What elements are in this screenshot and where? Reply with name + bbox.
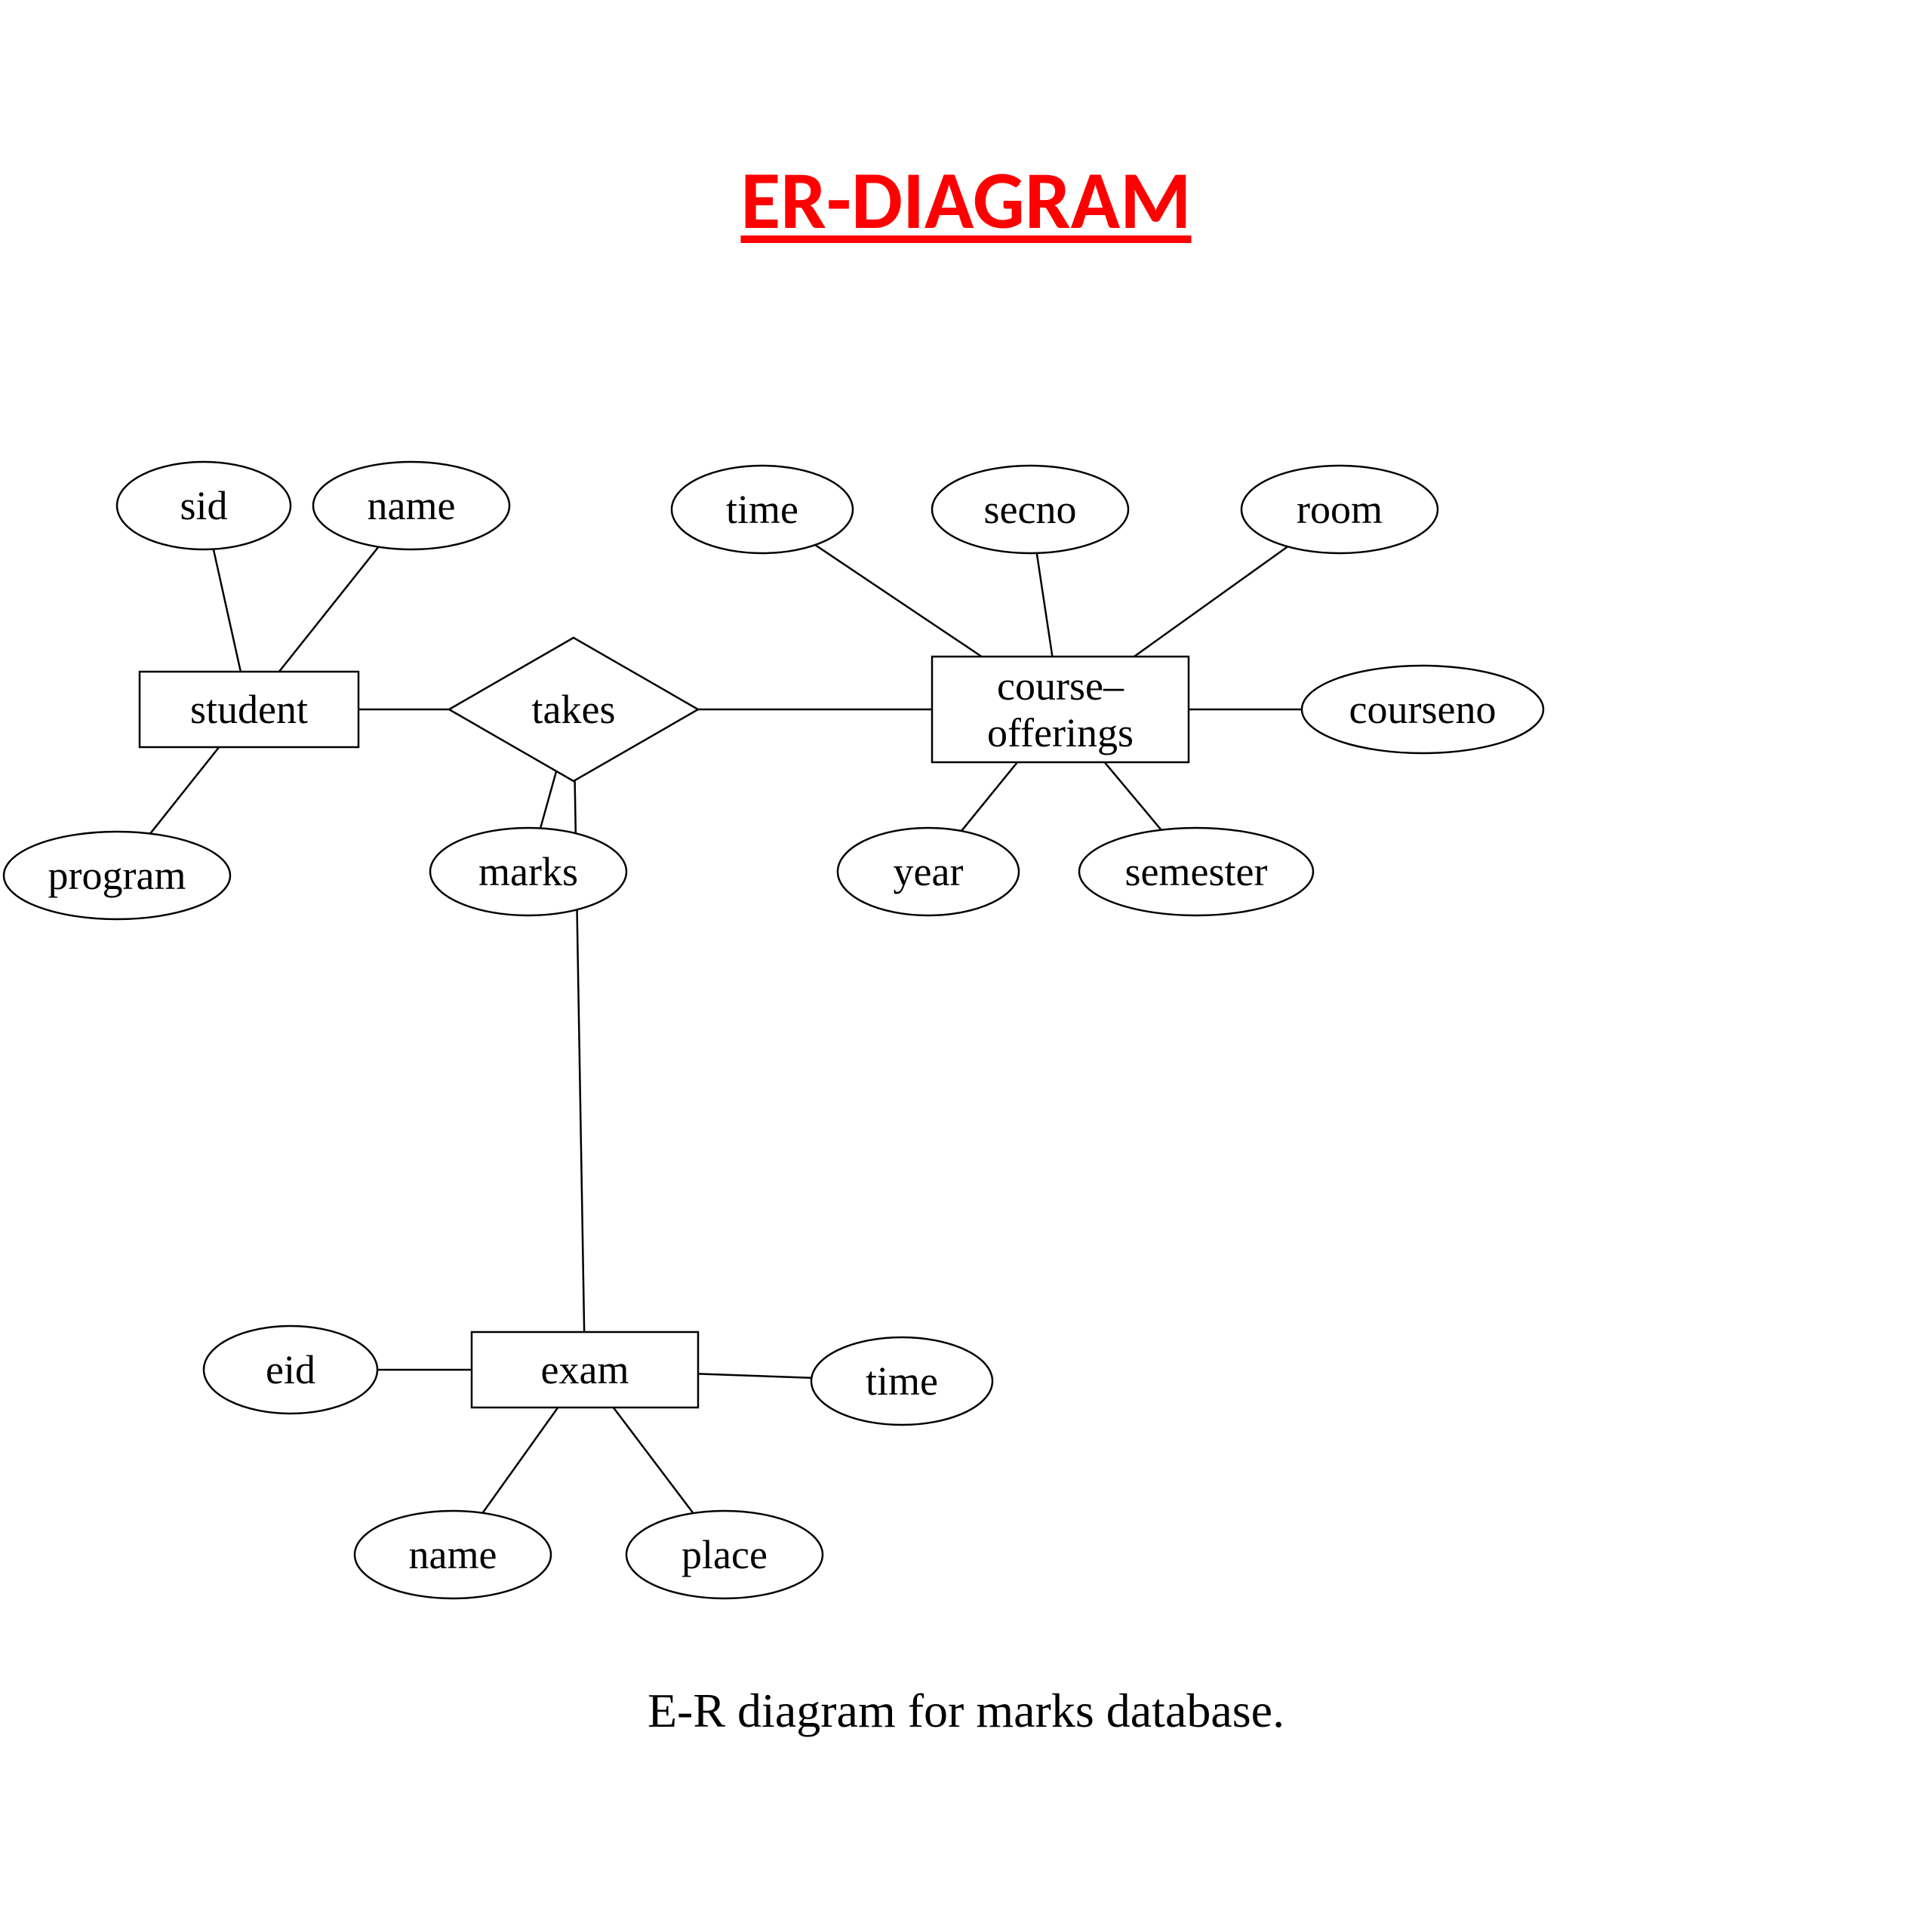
edge-student-sid xyxy=(214,549,241,672)
edge-exam-name2 xyxy=(482,1407,558,1513)
edge-exam-time2 xyxy=(698,1374,811,1377)
edge-course-semester xyxy=(1105,762,1161,830)
label-exam: exam xyxy=(541,1346,629,1393)
label-courseno: courseno xyxy=(1349,686,1497,733)
edge-student-name1 xyxy=(279,547,379,672)
label-program: program xyxy=(48,852,186,899)
label-secno: secno xyxy=(984,486,1077,533)
edge-course-time1 xyxy=(815,545,982,657)
edge-course-room xyxy=(1134,546,1288,657)
er-diagram-canvas xyxy=(0,0,1932,1932)
label-year: year xyxy=(894,848,964,895)
label-room: room xyxy=(1297,486,1383,533)
label-course: course– offerings xyxy=(987,663,1134,756)
label-eid: eid xyxy=(266,1346,315,1393)
label-name1: name xyxy=(368,482,456,529)
edge-course-year xyxy=(961,762,1017,831)
label-place: place xyxy=(681,1531,768,1578)
edge-course-secno xyxy=(1037,553,1053,657)
label-time2: time xyxy=(866,1358,938,1404)
edge-exam-place xyxy=(614,1407,694,1513)
edge-takes-marks xyxy=(540,771,556,829)
label-time1: time xyxy=(726,486,798,533)
label-sid: sid xyxy=(180,482,227,529)
label-name2: name xyxy=(409,1531,497,1578)
label-marks: marks xyxy=(478,848,578,895)
edge-student-program xyxy=(150,747,219,834)
label-student: student xyxy=(190,686,308,733)
label-semester: semester xyxy=(1125,848,1268,895)
label-takes: takes xyxy=(532,686,616,733)
